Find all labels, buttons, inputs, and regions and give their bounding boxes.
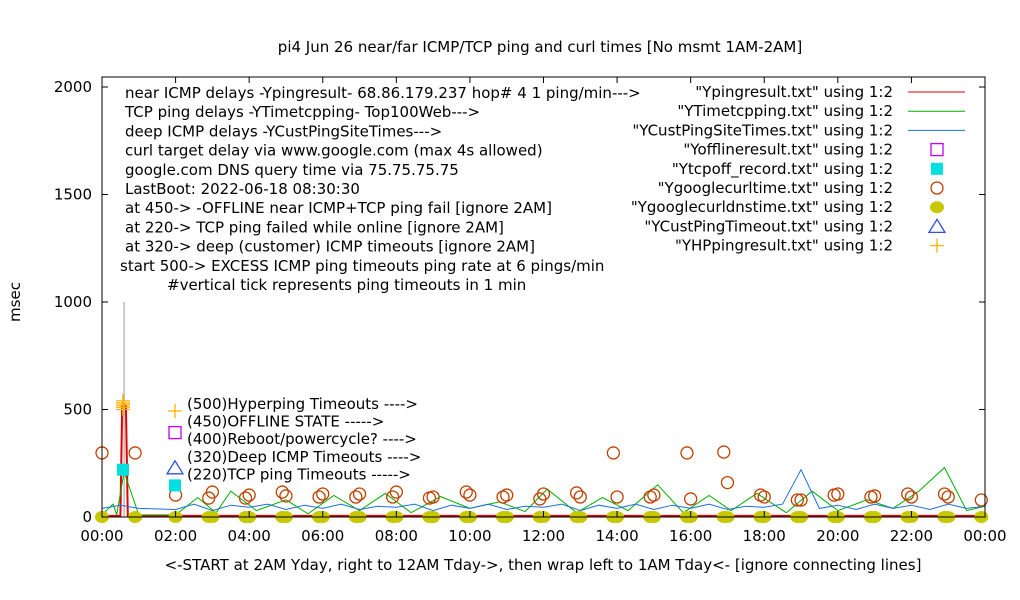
marker-legend-swatch bbox=[168, 425, 182, 440]
x-tick-label: 00:00 bbox=[963, 527, 1006, 545]
marker-legend-swatch bbox=[165, 459, 185, 475]
data-point bbox=[757, 490, 771, 504]
y-tick-label: 2000 bbox=[54, 78, 92, 96]
data-point bbox=[459, 485, 473, 499]
data-point bbox=[606, 446, 621, 460]
x-tick-label: 14:00 bbox=[595, 527, 638, 545]
data-point bbox=[720, 475, 735, 490]
annotation-text: at 320-> deep (customer) ICMP timeouts [… bbox=[125, 238, 535, 256]
marker-legend-swatch bbox=[169, 479, 181, 492]
annotation-text: LastBoot: 2022-06-18 08:30:30 bbox=[125, 180, 360, 198]
data-point bbox=[115, 393, 130, 408]
legend-label: "Ygooglecurldnstime.txt" using 1:2 bbox=[631, 198, 893, 216]
data-point bbox=[867, 489, 882, 503]
data-point bbox=[500, 488, 514, 502]
annotation-text: at 450-> -OFFLINE near ICMP+TCP ping fai… bbox=[125, 199, 552, 217]
data-point bbox=[242, 488, 256, 502]
data-point bbox=[941, 490, 955, 504]
x-tick-label: 20:00 bbox=[816, 527, 859, 545]
legend-label: "YCustPingSiteTimes.txt" using 1:2 bbox=[632, 121, 893, 139]
y-axis-label: msec bbox=[6, 282, 24, 322]
annotation-text: deep ICMP delays -YCustPingSiteTimes---> bbox=[125, 122, 442, 140]
x-tick-label: 02:00 bbox=[154, 527, 197, 545]
y-tick-label: 1500 bbox=[54, 186, 92, 204]
data-point bbox=[904, 490, 919, 504]
x-tick-label: 00:00 bbox=[80, 527, 123, 545]
data-point bbox=[128, 446, 142, 460]
plot-border bbox=[101, 76, 986, 518]
data-point bbox=[717, 445, 731, 459]
data-point bbox=[610, 490, 624, 504]
data-point bbox=[790, 493, 805, 507]
marker-legend-text: (500)Hyperping Timeouts ----> bbox=[187, 395, 418, 413]
x-tick-label: 12:00 bbox=[522, 527, 565, 545]
x-tick-label: 18:00 bbox=[743, 527, 786, 545]
legend-label: "YHPpingresult.txt" using 1:2 bbox=[675, 237, 893, 255]
marker-legend-text: (400)Reboot/powercycle? ----> bbox=[187, 430, 417, 448]
x-tick-label: 08:00 bbox=[375, 527, 418, 545]
data-point bbox=[316, 487, 330, 501]
legend-label: "Ypingresult.txt" using 1:2 bbox=[695, 83, 893, 101]
x-tick-label: 22:00 bbox=[890, 527, 933, 545]
x-tick-label: 16:00 bbox=[669, 527, 712, 545]
legend-label: "Ytcpoff_record.txt" using 1:2 bbox=[672, 160, 893, 179]
data-point bbox=[389, 485, 403, 499]
legend-label: "Yofflineresult.txt" using 1:2 bbox=[683, 141, 893, 159]
data-point bbox=[463, 488, 477, 502]
series-line-2 bbox=[101, 468, 986, 512]
marker-legend-text: (320)Deep ICMP Timeouts ----> bbox=[187, 448, 421, 466]
legend-marker-swatch bbox=[930, 142, 944, 157]
legend-label: "YTimetcpping.txt" using 1:2 bbox=[677, 102, 893, 120]
data-point bbox=[684, 492, 698, 506]
data-point bbox=[312, 490, 326, 504]
y-tick-label: 0 bbox=[82, 508, 92, 526]
legend-label: "Ygooglecurltime.txt" using 1:2 bbox=[658, 179, 893, 197]
data-point bbox=[680, 446, 694, 460]
data-point bbox=[573, 490, 587, 504]
annotation-text: TCP ping delays -YTimetcpping- Top100Web… bbox=[124, 103, 480, 121]
data-point bbox=[901, 487, 915, 501]
y-tick-label: 500 bbox=[63, 401, 92, 419]
legend-marker-swatch bbox=[930, 238, 944, 253]
annotation-text: google.com DNS query time via 75.75.75.7… bbox=[125, 161, 459, 179]
data-point bbox=[352, 487, 367, 501]
annotation-text: near ICMP delays -Ypingresult- 68.86.179… bbox=[125, 84, 641, 102]
annotation-text: start 500-> EXCESS ICMP ping timeouts pi… bbox=[120, 257, 604, 275]
x-tick-label: 10:00 bbox=[448, 527, 491, 545]
annotation-text: #vertical tick represents ping timeouts … bbox=[167, 276, 526, 294]
series-line-1 bbox=[101, 466, 986, 516]
x-tick-label: 06:00 bbox=[301, 527, 344, 545]
legend-marker-swatch bbox=[930, 201, 944, 214]
data-point bbox=[349, 490, 363, 504]
data-point bbox=[238, 491, 253, 505]
legend-label: "YCustPingTimeout.txt" using 1:2 bbox=[644, 217, 893, 235]
data-point bbox=[116, 463, 129, 476]
y-tick-label: 1000 bbox=[54, 293, 92, 311]
annotation-text: at 220-> TCP ping failed while online [i… bbox=[125, 218, 504, 236]
data-point bbox=[275, 485, 289, 499]
legend-marker-swatch bbox=[927, 218, 947, 234]
marker-legend-text: (450)OFFLINE STATE -----> bbox=[187, 413, 384, 431]
chart-title: pi4 Jun 26 near/far ICMP/TCP ping and cu… bbox=[278, 38, 802, 56]
annotation-text: curl target delay via www.google.com (ma… bbox=[125, 142, 543, 160]
data-point bbox=[647, 488, 661, 502]
x-tick-label: 04:00 bbox=[228, 527, 271, 545]
data-point bbox=[279, 489, 293, 503]
data-point bbox=[536, 487, 551, 501]
data-point bbox=[831, 487, 845, 501]
data-point bbox=[569, 486, 584, 500]
data-point bbox=[794, 493, 808, 507]
marker-legend-text: (220)TCP ping Timeouts -----> bbox=[187, 465, 411, 483]
legend-marker-swatch bbox=[930, 181, 944, 195]
data-point bbox=[974, 493, 988, 507]
legend-marker-swatch bbox=[931, 162, 943, 175]
data-point bbox=[205, 485, 220, 499]
x-axis-label: <-START at 2AM Yday, right to 12AM Tday-… bbox=[165, 556, 922, 574]
data-point bbox=[937, 487, 952, 501]
data-point bbox=[426, 490, 440, 504]
marker-legend-swatch bbox=[168, 404, 182, 418]
